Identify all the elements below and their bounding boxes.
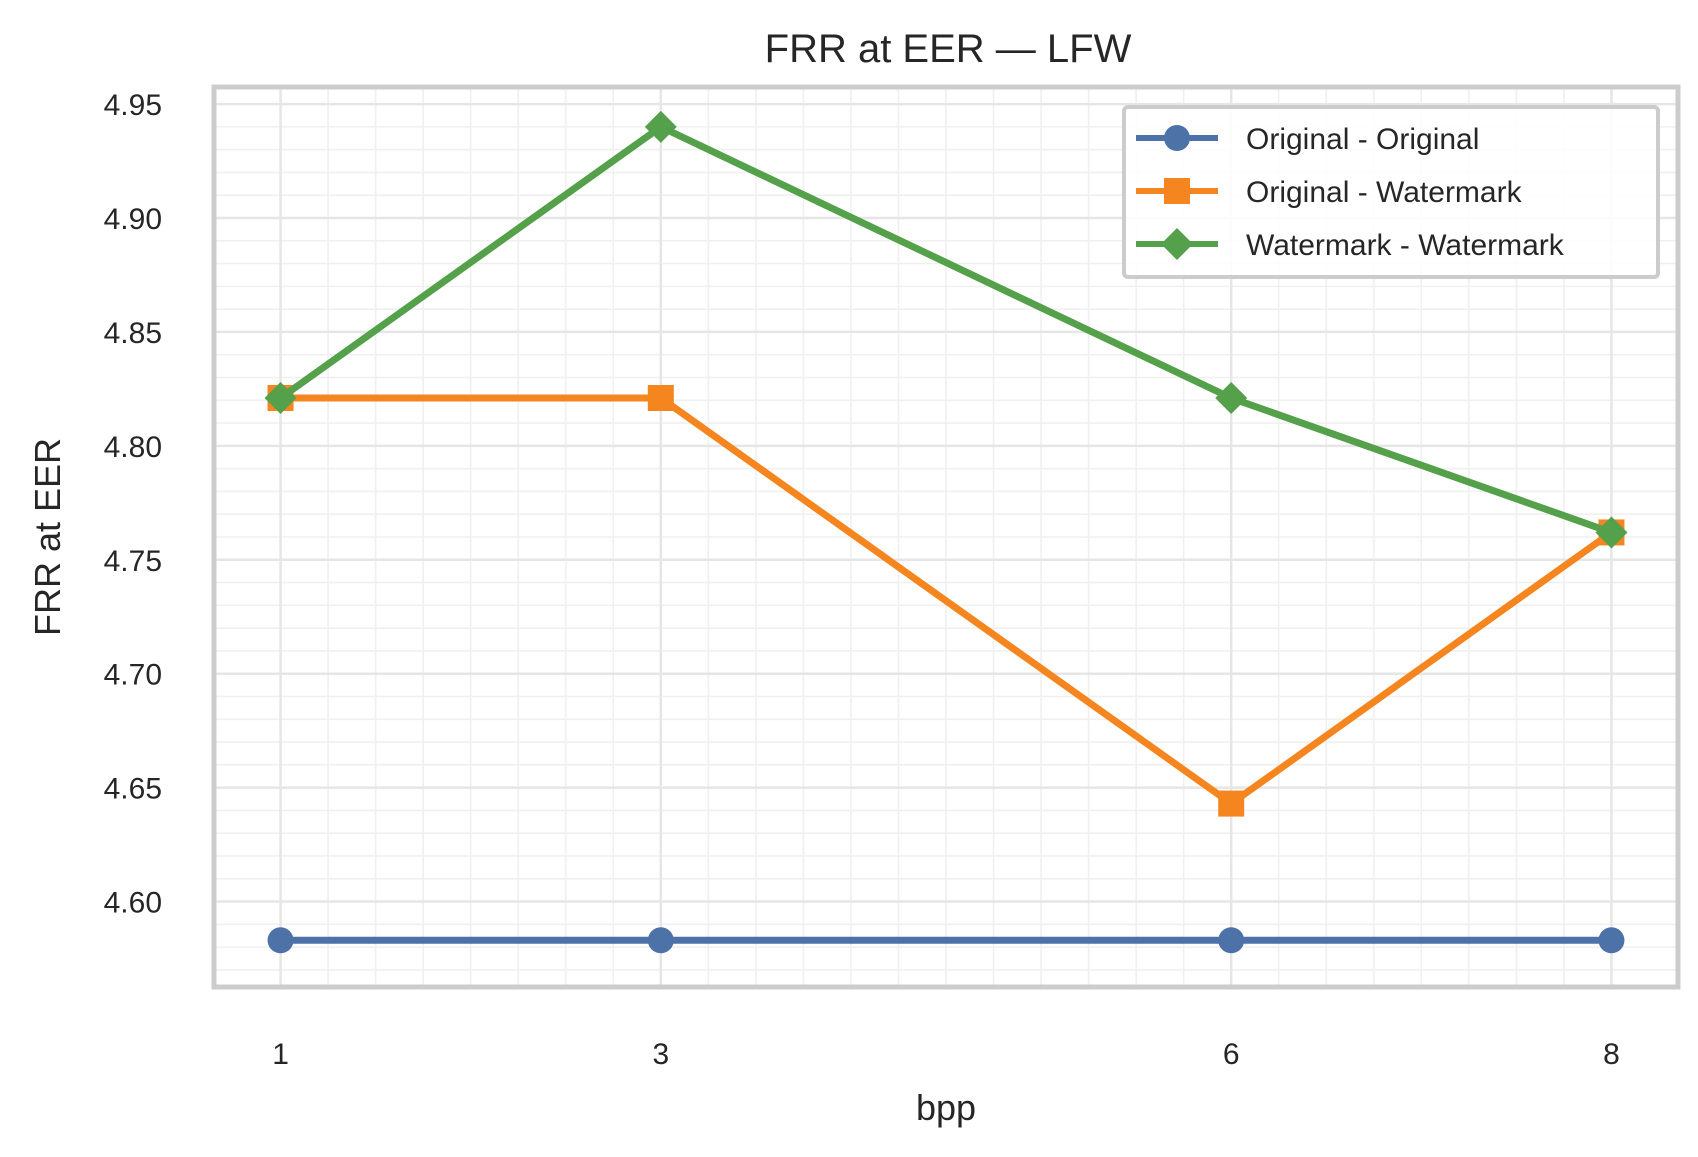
legend: Original - Original Original - Watermark W…	[1122, 105, 1660, 279]
series-line	[280, 394, 1614, 808]
legend-entry: Watermark - Watermark	[1136, 228, 1565, 262]
chart-title: FRR at EER — LFW	[765, 27, 1132, 71]
legend-box	[1122, 105, 1660, 279]
series-line	[278, 123, 1613, 536]
y-axis-label: FRR at EER	[27, 438, 68, 636]
legend-entry: Original - Original	[1136, 123, 1479, 156]
legend-marker	[1161, 228, 1193, 260]
series-1	[267, 927, 1625, 954]
data-point	[1218, 927, 1245, 954]
x-axis-label: bpp	[916, 1087, 976, 1128]
series-layer	[264, 110, 1628, 954]
data-point	[647, 385, 674, 412]
data-point	[1215, 382, 1248, 415]
data-point	[1218, 790, 1245, 817]
legend-entry: Original - Watermark	[1136, 176, 1523, 209]
y-tick-label: 4.60	[104, 887, 162, 920]
x-axis-ticks: 1 3 6 8	[272, 1038, 1620, 1071]
data-point	[267, 927, 294, 954]
y-tick-label: 4.85	[104, 317, 162, 350]
y-tick-label: 4.90	[104, 203, 162, 236]
y-tick-label: 4.70	[104, 659, 162, 692]
x-tick-label: 6	[1223, 1038, 1240, 1071]
legend-label: Original - Original	[1246, 123, 1479, 156]
y-tick-label: 4.95	[104, 89, 162, 122]
y-axis-ticks: 4.60 4.65 4.70 4.75 4.80 4.85 4.90 4.95	[104, 89, 162, 919]
y-tick-label: 4.75	[104, 545, 162, 578]
data-point	[644, 110, 677, 143]
legend-label: Watermark - Watermark	[1246, 229, 1565, 262]
legend-marker	[1164, 178, 1190, 204]
data-point	[1595, 516, 1628, 549]
legend-marker	[1164, 125, 1190, 151]
data-point	[264, 382, 297, 415]
x-tick-label: 1	[272, 1038, 289, 1071]
x-tick-label: 8	[1603, 1038, 1620, 1071]
x-tick-label: 3	[652, 1038, 669, 1071]
legend-label: Original - Watermark	[1246, 176, 1523, 209]
series-3	[264, 110, 1628, 549]
y-tick-label: 4.65	[104, 773, 162, 806]
data-point	[647, 927, 674, 954]
y-tick-label: 4.80	[104, 431, 162, 464]
plot-frame	[211, 84, 1681, 990]
data-point	[1598, 927, 1625, 954]
